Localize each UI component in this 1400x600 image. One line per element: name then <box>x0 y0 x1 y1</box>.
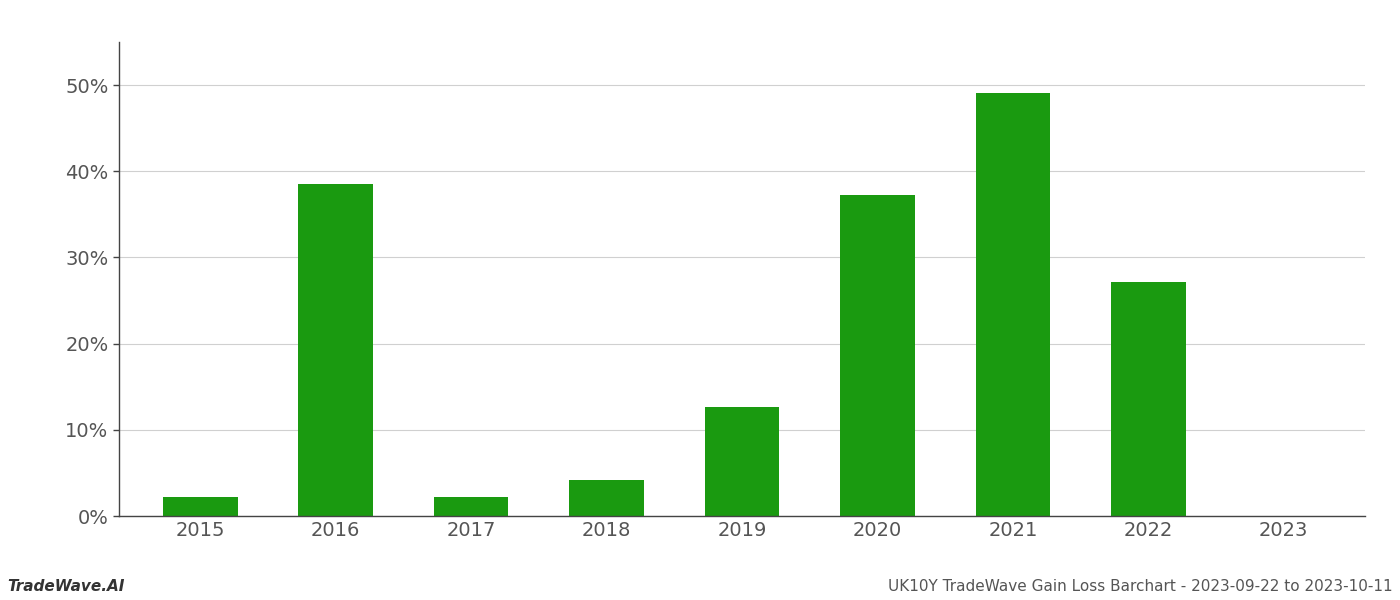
Bar <box>162 497 238 516</box>
Bar <box>976 93 1050 516</box>
Bar <box>570 480 644 516</box>
Bar <box>298 184 372 516</box>
Bar <box>1112 281 1186 516</box>
Text: TradeWave.AI: TradeWave.AI <box>7 579 125 594</box>
Bar <box>840 194 914 516</box>
Text: UK10Y TradeWave Gain Loss Barchart - 2023-09-22 to 2023-10-11: UK10Y TradeWave Gain Loss Barchart - 202… <box>889 579 1393 594</box>
Bar <box>704 407 780 516</box>
Bar <box>434 497 508 516</box>
